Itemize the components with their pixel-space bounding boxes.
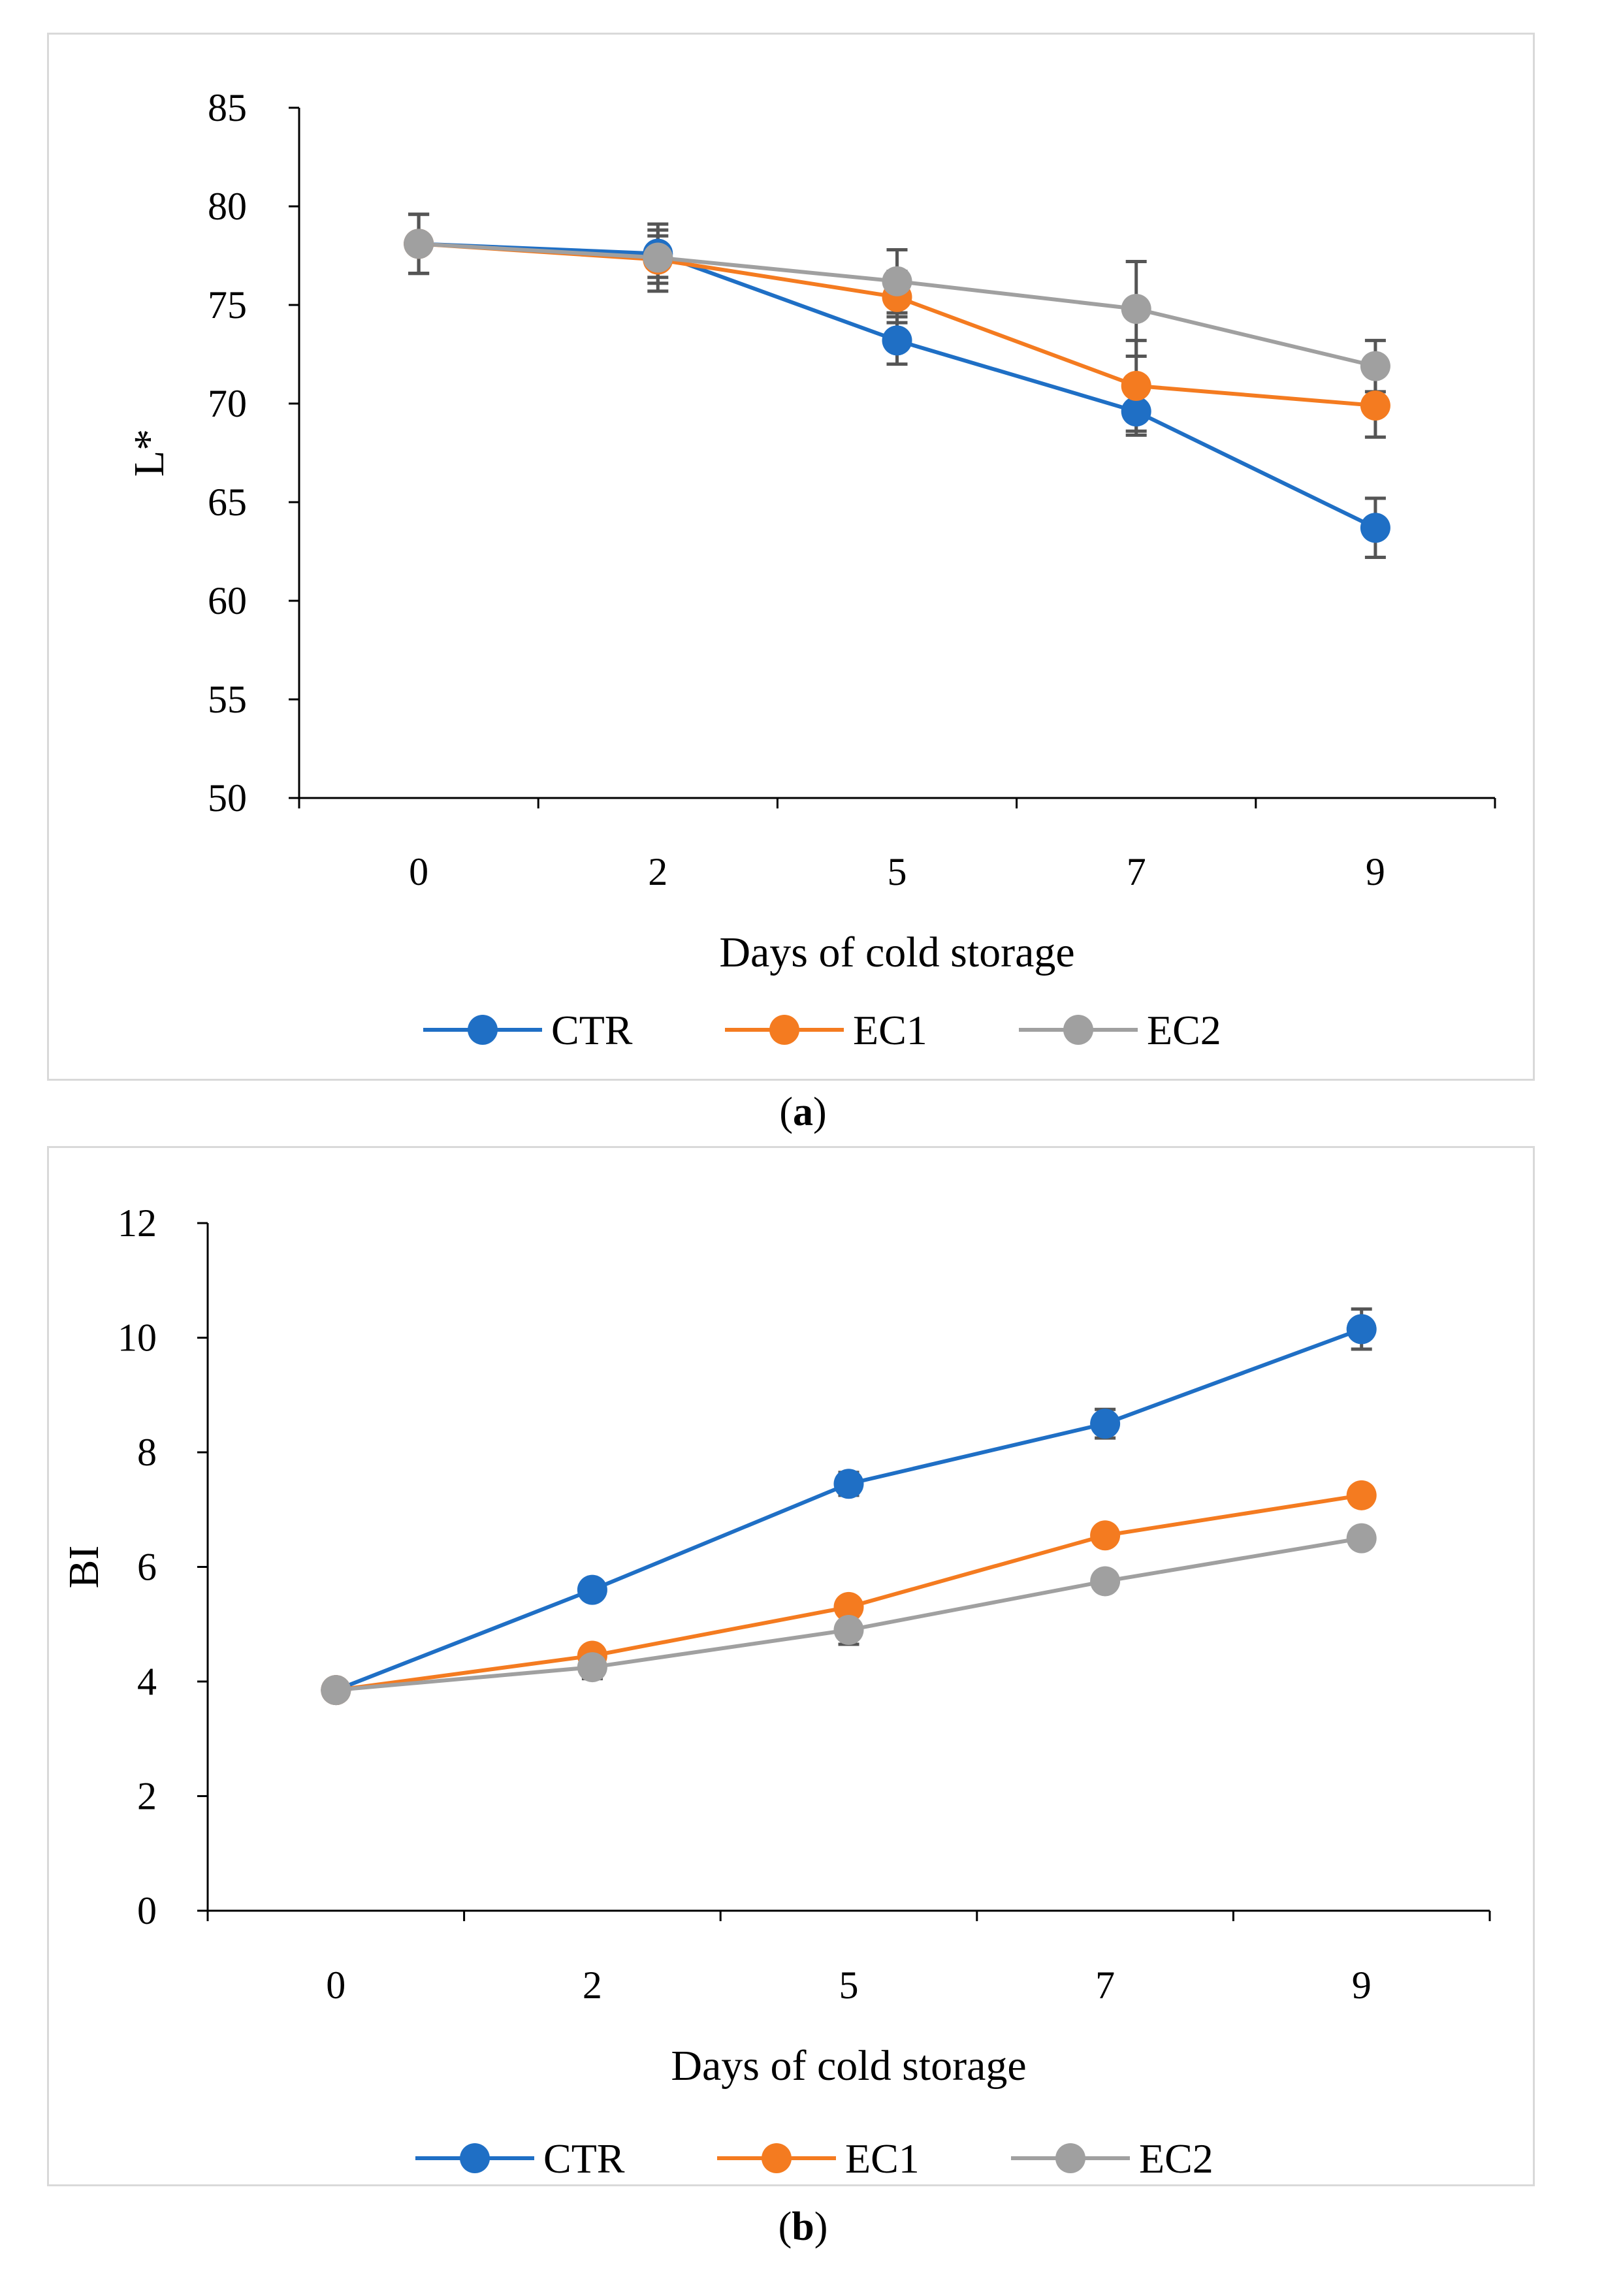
legend-label-ctr-a: CTR — [551, 1007, 633, 1053]
y-tick-label-b: 10 — [118, 1316, 157, 1360]
y-tick-label-b: 2 — [137, 1775, 157, 1818]
data-point-ec2-a — [404, 229, 434, 259]
legend-marker-ec2-a — [1063, 1015, 1093, 1045]
y-tick-label-b: 4 — [137, 1660, 157, 1703]
data-point-ec1-a — [1121, 370, 1151, 401]
data-point-ec2-b — [833, 1615, 864, 1646]
data-point-ec1-b — [1090, 1520, 1121, 1551]
data-point-ec2-b — [1346, 1523, 1377, 1554]
y-tick-label-a: 60 — [208, 579, 247, 622]
x-tick-label-a: 7 — [1127, 850, 1146, 893]
y-tick-label-a: 80 — [208, 185, 247, 228]
legend-label-ctr-b: CTR — [543, 2135, 625, 2182]
caption-b: (b) — [778, 2205, 828, 2249]
data-point-ctr-b — [1346, 1314, 1377, 1345]
x-axis-title-a: Days of cold storage — [719, 929, 1074, 976]
legend-marker-ctr-a — [468, 1015, 498, 1045]
x-tick-label-b: 5 — [839, 1964, 859, 2007]
data-point-ec2-b — [577, 1652, 607, 1683]
data-point-ctr-a — [1121, 396, 1151, 427]
x-tick-label-a: 2 — [648, 850, 667, 893]
data-point-ec2-b — [1090, 1566, 1121, 1597]
y-tick-label-a: 75 — [208, 283, 247, 327]
data-point-ec1-a — [1360, 391, 1390, 421]
data-point-ec2-a — [882, 266, 912, 296]
data-point-ec2-b — [321, 1675, 351, 1706]
data-point-ec1-b — [1346, 1480, 1377, 1510]
y-axis-title-a: L* — [125, 429, 173, 477]
y-axis-title-b: BI — [60, 1546, 108, 1589]
legend-marker-ec1-a — [769, 1015, 799, 1045]
data-point-ctr-b — [1090, 1409, 1121, 1439]
x-tick-label-a: 0 — [409, 850, 428, 893]
data-point-ec2-a — [1360, 351, 1390, 381]
chart-a: 50 55 60 65 70 75 80 85 0 2 5 7 9 Days of cold storag… — [125, 86, 1496, 1053]
caption-a-label: a — [793, 1090, 813, 1134]
legend-marker-ctr-b — [460, 2143, 490, 2173]
y-tick-label-b: 6 — [137, 1546, 157, 1589]
data-point-ec2-a — [1121, 294, 1151, 325]
y-tick-label-a: 55 — [208, 678, 247, 721]
y-tick-label-b: 12 — [118, 1202, 157, 1245]
legend-marker-ec1-b — [762, 2143, 792, 2173]
y-tick-label-a: 65 — [208, 481, 247, 524]
caption-a: (a) — [779, 1090, 827, 1134]
chart-b: 0 2 4 6 8 10 12 0 2 5 7 9 Days of cold storage BI CTR E… — [60, 1202, 1491, 2182]
x-tick-label-a: 5 — [888, 850, 907, 893]
legend-marker-ec2-b — [1055, 2143, 1085, 2173]
data-point-ec1-b — [833, 1591, 864, 1622]
x-tick-label-b: 7 — [1095, 1964, 1115, 2007]
y-tick-label-b: 0 — [137, 1889, 157, 1932]
data-point-ctr-a — [1360, 513, 1390, 543]
legend-label-ec1-b: EC1 — [845, 2135, 920, 2182]
y-tick-label-b: 8 — [137, 1431, 157, 1474]
y-tick-label-a: 85 — [208, 86, 247, 129]
x-tick-label-b: 9 — [1352, 1964, 1372, 2007]
x-tick-label-a: 9 — [1366, 850, 1385, 893]
caption-b-label: b — [792, 2205, 814, 2249]
data-point-ctr-b — [577, 1574, 607, 1605]
y-tick-label-a: 50 — [208, 776, 247, 820]
legend-label-ec1-a: EC1 — [853, 1007, 927, 1053]
data-point-ctr-b — [833, 1469, 864, 1499]
x-axis-title-b: Days of cold storage — [671, 2042, 1026, 2090]
legend-label-ec2-b: EC2 — [1139, 2135, 1213, 2182]
x-tick-label-b: 2 — [583, 1964, 602, 2007]
data-point-ec2-a — [643, 242, 673, 273]
legend-label-ec2-a: EC2 — [1147, 1007, 1221, 1053]
y-tick-label-a: 70 — [208, 382, 247, 425]
data-point-ctr-a — [882, 325, 912, 356]
chart-panel-b — [47, 1146, 1535, 2186]
x-tick-label-b: 0 — [326, 1964, 345, 2007]
